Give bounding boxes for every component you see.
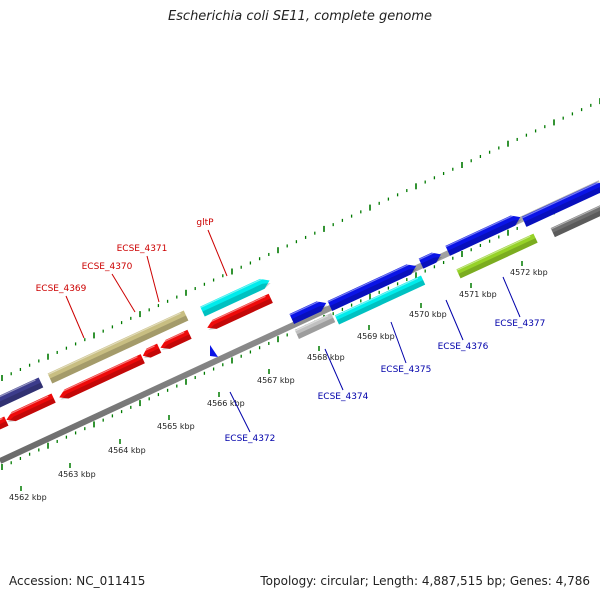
- callout-line: [229, 391, 251, 433]
- callout-line: [111, 273, 136, 313]
- scale-label: 4570 kbp: [409, 310, 447, 319]
- gene-label: ECSE_4375: [381, 365, 432, 375]
- callout-line: [502, 276, 521, 318]
- scale-label: 4572 kbp: [510, 268, 548, 277]
- scale-label: 4571 kbp: [459, 290, 497, 299]
- lower-tick-track: [1, 187, 600, 470]
- reverse-cds-feature: [57, 354, 145, 400]
- callout-line: [65, 295, 85, 339]
- forward-cds-feature: [445, 214, 522, 256]
- scale-label: 4569 kbp: [357, 332, 395, 341]
- feature: [456, 233, 538, 279]
- rna-feature: [200, 277, 271, 317]
- scale-label: 4566 kbp: [207, 399, 245, 408]
- reverse-cds-feature: [158, 329, 192, 350]
- gene-label: ECSE_4369: [36, 284, 87, 294]
- topology-text: Topology: circular; Length: 4,887,515 bp…: [260, 574, 590, 588]
- rna-feature: [334, 275, 426, 325]
- reverse-cds-feature: [140, 343, 162, 359]
- forward-cds-feature: [327, 263, 418, 311]
- gene-label: ECSE_4376: [438, 342, 489, 352]
- callout-line: [390, 321, 407, 364]
- forward-cds-feature: [418, 251, 443, 269]
- scale-label: 4568 kbp: [307, 353, 345, 362]
- reverse-cds-feature: [0, 416, 9, 430]
- map-title: Escherichia coli SE11, complete genome: [167, 9, 433, 24]
- gene-label: ECSE_4377: [495, 319, 546, 329]
- gene-label: ECSE_4371: [117, 244, 168, 254]
- scale-labels: 4562 kbp 4563 kbp 4564 kbp 4565 kbp 4566 kbp…: [9, 261, 548, 502]
- gene-label: ECSE_4374: [318, 392, 369, 402]
- gene-label: ECSE_4370: [82, 262, 133, 272]
- scale-label: 4562 kbp: [9, 493, 47, 502]
- forward-cds-feature: [289, 300, 328, 324]
- upper-tick-track: [1, 98, 600, 381]
- gene-labels: ECSE_4369 ECSE_4370 ECSE_4371 gltP ECSE_4372…: [36, 218, 546, 444]
- gene-label: gltP: [196, 218, 214, 228]
- forward-cds-feature: [521, 181, 600, 227]
- gene-label: ECSE_4372: [225, 434, 276, 444]
- callout-line: [445, 299, 464, 341]
- feature-tracks: [0, 181, 600, 430]
- feature: [0, 377, 44, 411]
- reverse-cds-feature: [4, 393, 56, 423]
- callout-line: [207, 229, 228, 277]
- callout-line: [324, 348, 344, 391]
- scale-label: 4563 kbp: [58, 470, 96, 479]
- accession-text: Accession: NC_011415: [9, 574, 146, 588]
- scale-label: 4564 kbp: [108, 446, 146, 455]
- scale-label: 4565 kbp: [157, 422, 195, 431]
- feature: [294, 313, 336, 339]
- callout-line: [146, 255, 160, 303]
- feature: [550, 202, 600, 238]
- scale-label: 4567 kbp: [257, 376, 295, 385]
- reverse-cds-feature: [205, 293, 273, 330]
- small-feature: [210, 345, 218, 357]
- other-feature: [47, 310, 189, 384]
